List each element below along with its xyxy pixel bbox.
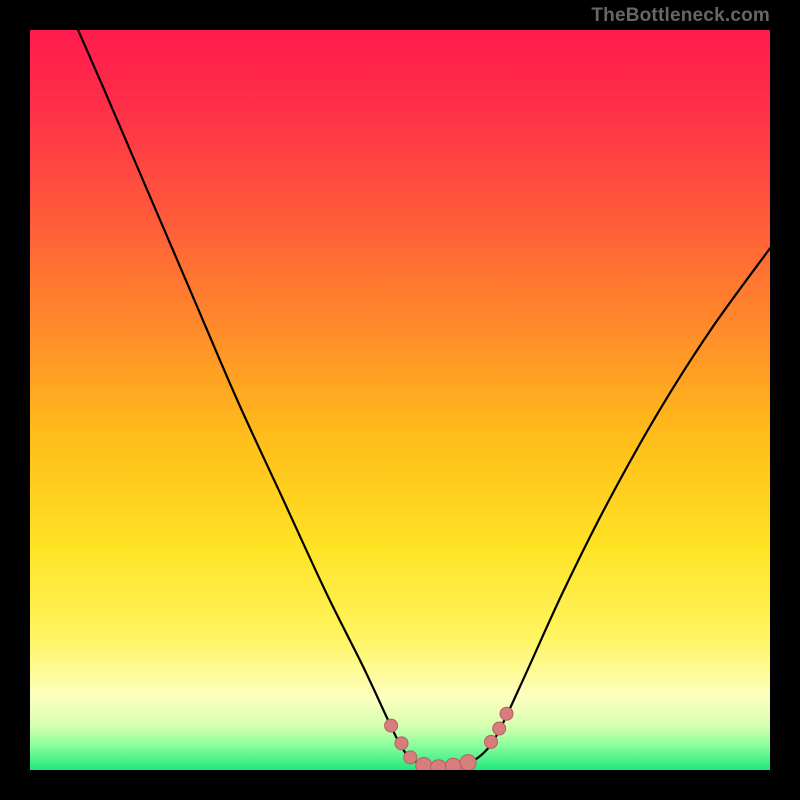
curve-marker bbox=[445, 758, 461, 770]
watermark-text: TheBottleneck.com bbox=[591, 5, 770, 27]
curve-marker bbox=[460, 755, 476, 770]
curve-marker bbox=[485, 735, 498, 748]
plot-area bbox=[30, 30, 770, 770]
curve-marker bbox=[395, 737, 408, 750]
curve-marker bbox=[385, 719, 398, 732]
curve-marker bbox=[416, 758, 432, 770]
curve-marker bbox=[493, 722, 506, 735]
curve-marker bbox=[500, 707, 513, 720]
canvas: TheBottleneck.com bbox=[0, 0, 800, 800]
gradient-background bbox=[30, 30, 770, 770]
curve-marker bbox=[404, 751, 417, 764]
bottleneck-chart bbox=[30, 30, 770, 770]
